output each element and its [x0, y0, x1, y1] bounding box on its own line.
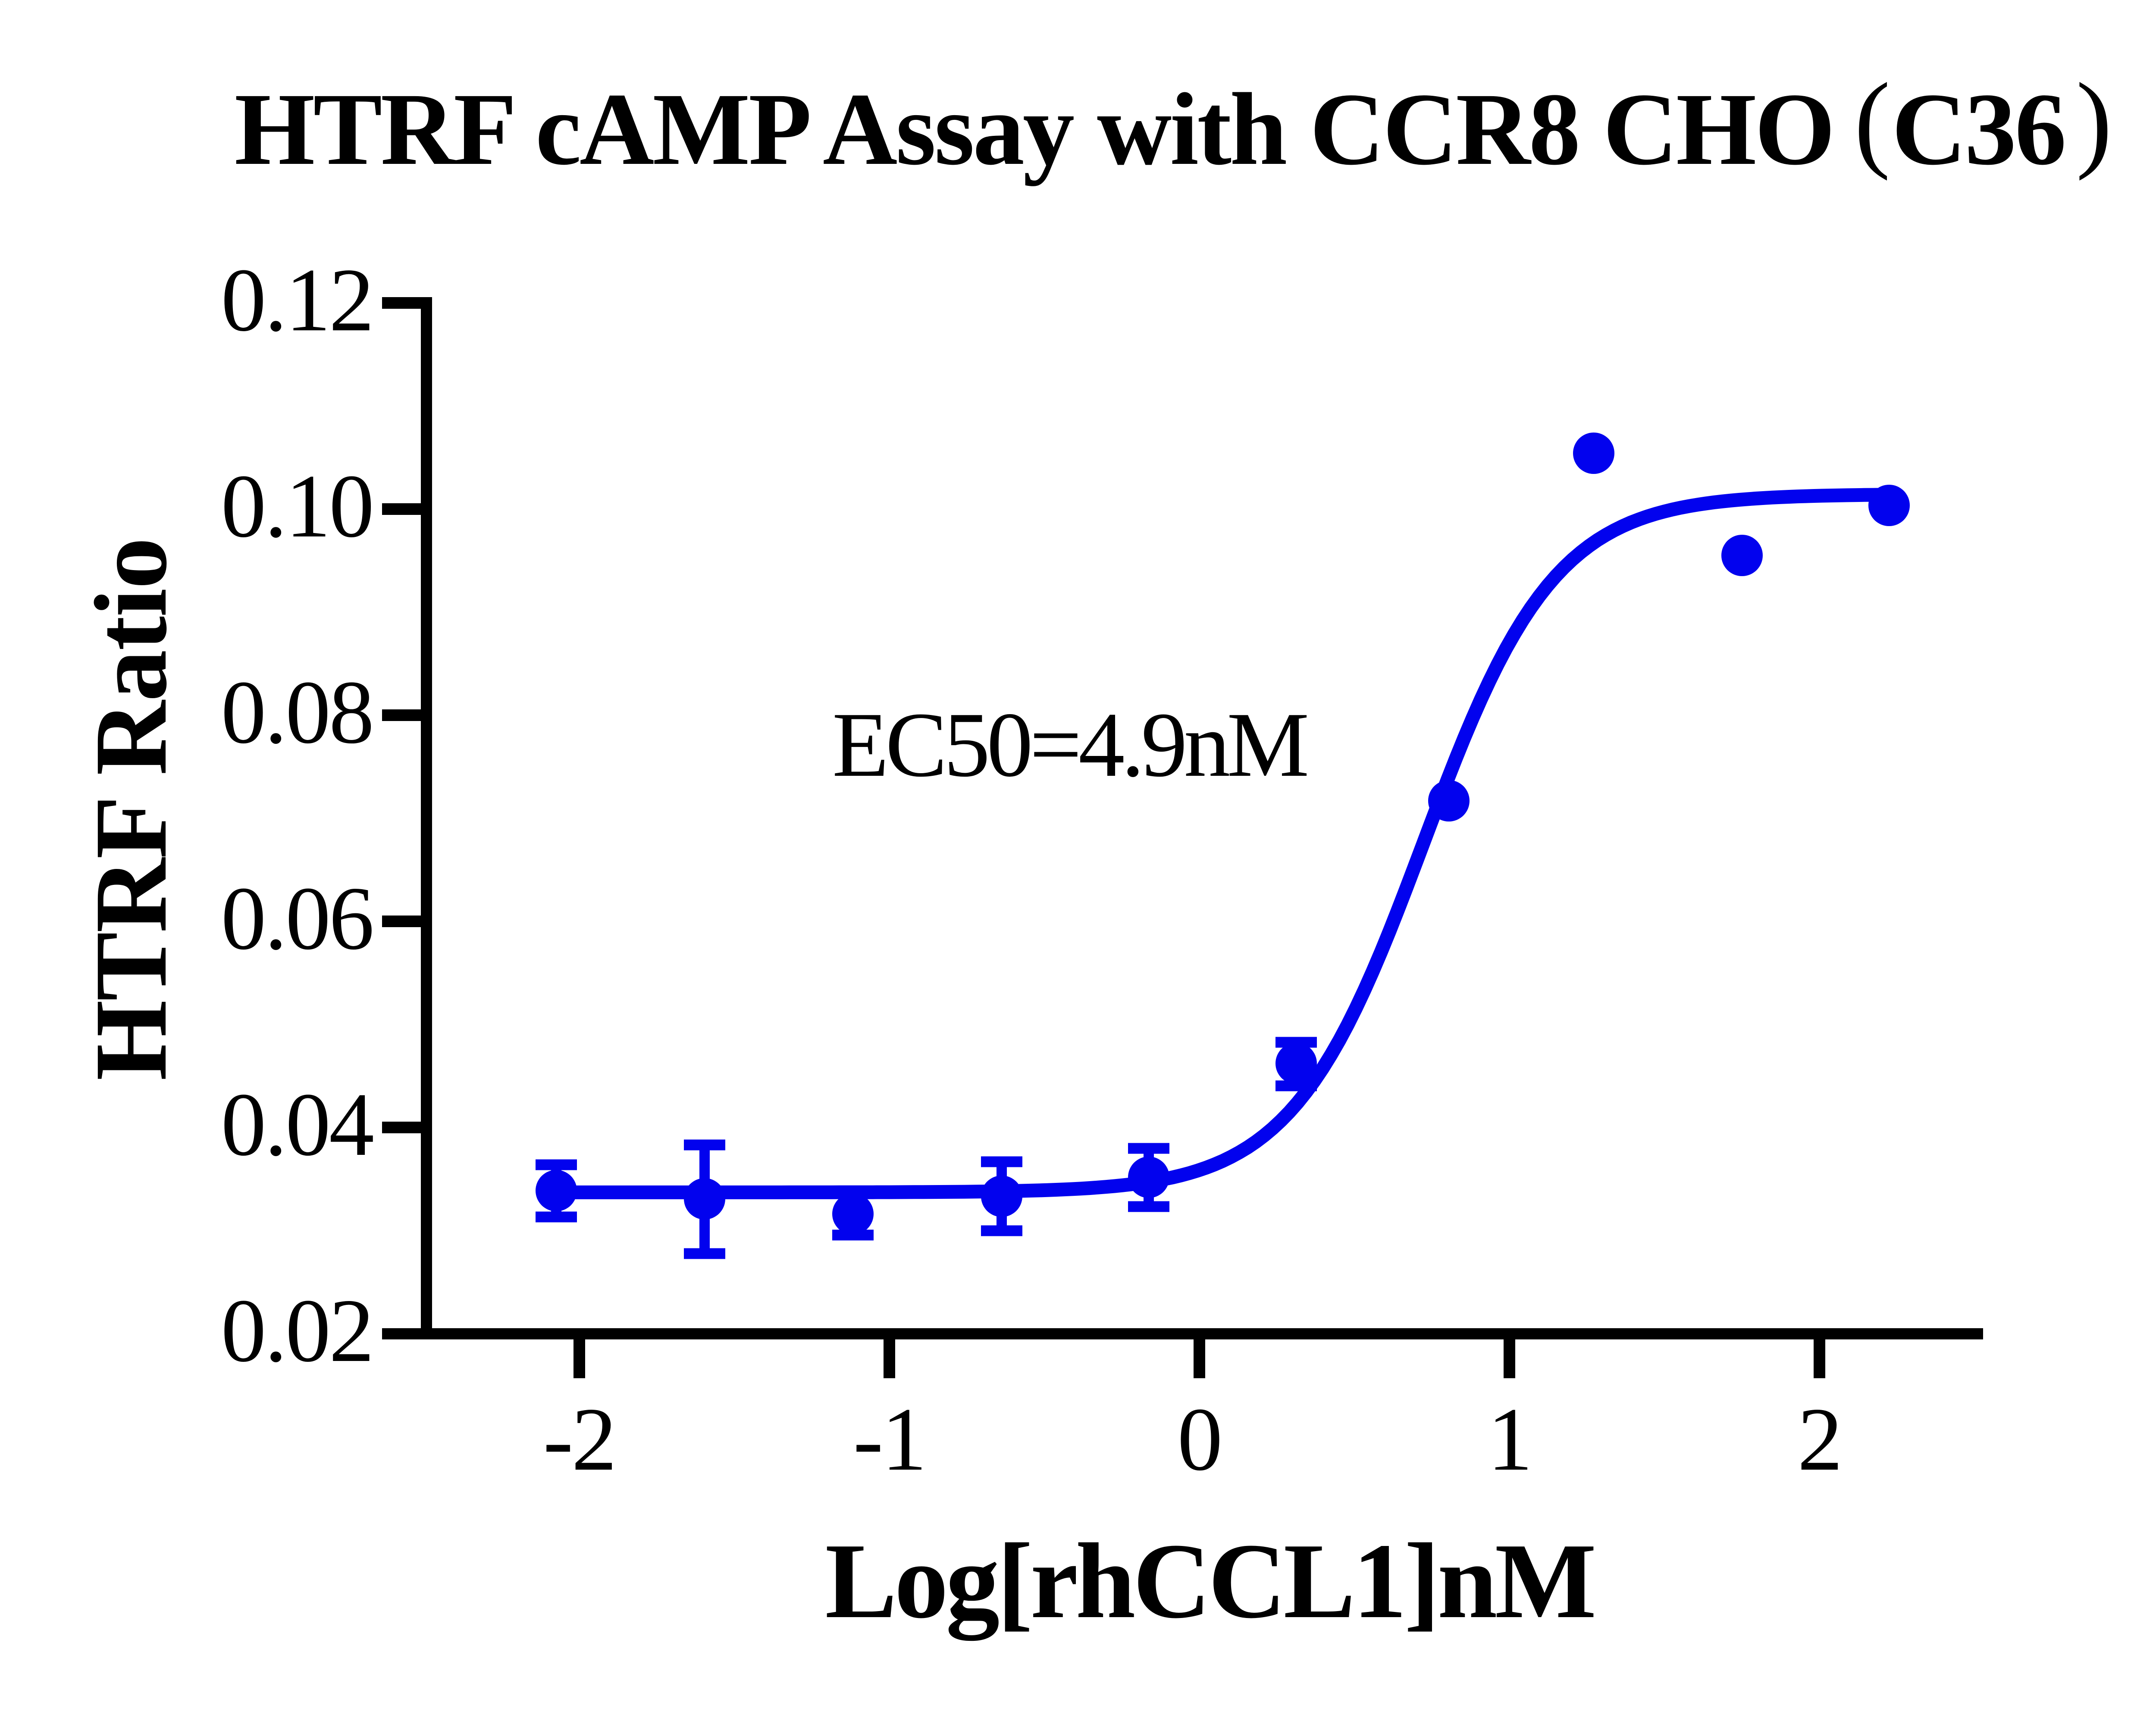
svg-text:EC50=4.9nM: EC50=4.9nM — [832, 693, 1307, 796]
svg-text:HTRF Ratio: HTRF Ratio — [73, 538, 188, 1081]
svg-text:0.10: 0.10 — [221, 456, 373, 556]
svg-text:0: 0 — [1178, 1389, 1221, 1489]
svg-text:1: 1 — [1488, 1389, 1531, 1489]
svg-text:-1: -1 — [853, 1389, 925, 1489]
svg-text:0.04: 0.04 — [221, 1075, 373, 1175]
svg-text:0.02: 0.02 — [221, 1281, 373, 1381]
svg-text:-2: -2 — [543, 1389, 615, 1489]
svg-text:0.08: 0.08 — [221, 662, 373, 762]
svg-text:Log[rhCCL1]nM: Log[rhCCL1]nM — [825, 1521, 1594, 1641]
svg-text:0.06: 0.06 — [221, 869, 373, 969]
svg-text:0.12: 0.12 — [221, 250, 373, 350]
svg-text:2: 2 — [1798, 1389, 1841, 1489]
svg-text:HTRF cAMP Assay with CCR8 CHO(: HTRF cAMP Assay with CCR8 CHO (C36) — [235, 60, 2111, 186]
